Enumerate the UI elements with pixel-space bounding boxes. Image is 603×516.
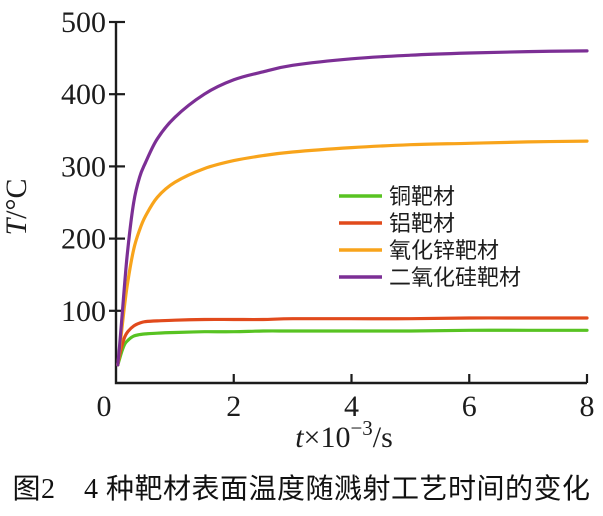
y-tick-label-500: 500 bbox=[61, 6, 106, 39]
y-axis-title: T/°C bbox=[0, 178, 33, 235]
legend-item-copper-target: 铜靶材 bbox=[339, 184, 455, 209]
legend-label-zinc-oxide-target: 氧化锌靶材 bbox=[389, 238, 499, 263]
series-line-copper-target bbox=[116, 328, 589, 367]
series-line-zinc-oxide-target bbox=[116, 139, 589, 367]
x-tick-label-2: 2 bbox=[226, 390, 241, 423]
series-line-aluminum-target bbox=[116, 316, 589, 366]
y-tick-label-100: 100 bbox=[61, 295, 106, 328]
x-tick-label-8: 8 bbox=[580, 390, 595, 423]
y-tick-label-300: 300 bbox=[61, 150, 106, 183]
y-tick-label-400: 400 bbox=[61, 78, 106, 111]
x-tick-label-6: 6 bbox=[462, 390, 477, 423]
legend-item-silicon-dioxide-target: 二氧化硅靶材 bbox=[339, 265, 521, 290]
x-tick-label-0: 0 bbox=[97, 390, 112, 423]
legend-label-silicon-dioxide-target: 二氧化硅靶材 bbox=[389, 265, 521, 290]
legend-item-aluminum-target: 铝靶材 bbox=[339, 211, 455, 236]
series-line-silicon-dioxide-target bbox=[116, 49, 589, 367]
temperature-chart: 100 200 300 400 500 0 2 4 6 8 T/°C t×10−3/s 铜靶材铝靶材氧化… bbox=[0, 6, 595, 454]
x-axis-title: t×10−3/s bbox=[295, 416, 393, 454]
figure-caption: 图2 4 种靶材表面温度随溅射工艺时间的变化 bbox=[12, 474, 591, 505]
legend-label-copper-target: 铜靶材 bbox=[389, 184, 455, 209]
legend-item-zinc-oxide-target: 氧化锌靶材 bbox=[339, 238, 499, 263]
legend-label-aluminum-target: 铝靶材 bbox=[389, 211, 455, 236]
y-tick-label-200: 200 bbox=[61, 223, 106, 256]
x-tick-label-4: 4 bbox=[344, 390, 359, 423]
axes-spines bbox=[114, 22, 587, 385]
